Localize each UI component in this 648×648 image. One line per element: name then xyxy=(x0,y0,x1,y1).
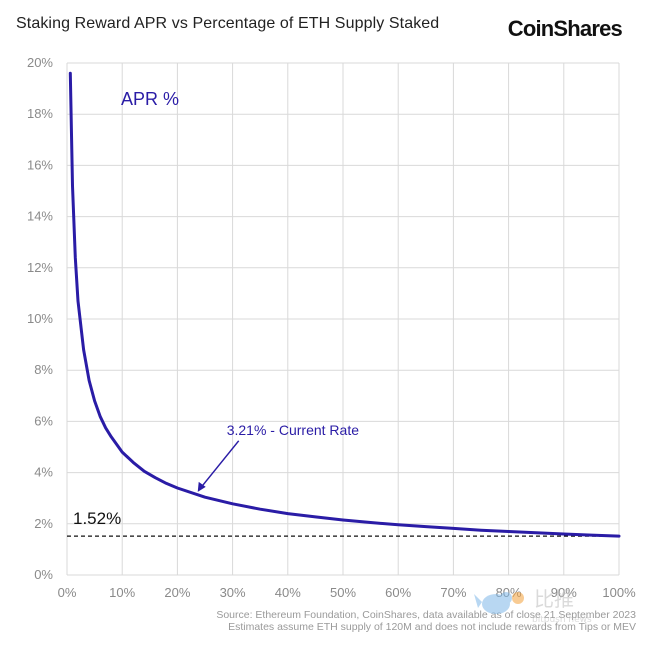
y-tick-label: 0% xyxy=(34,567,53,582)
x-tick-label: 100% xyxy=(602,585,636,600)
annotation-arrowhead xyxy=(197,481,206,492)
reference-line-label: 1.52% xyxy=(73,509,121,528)
y-tick-label: 2% xyxy=(34,516,53,531)
source-note: Source: Ethereum Foundation, CoinShares,… xyxy=(216,609,636,633)
source-line-2: Estimates assume ETH supply of 120M and … xyxy=(228,621,636,633)
x-tick-label: 30% xyxy=(220,585,246,600)
x-tick-label: 0% xyxy=(58,585,77,600)
annotation-current-rate: 3.21% - Current Rate xyxy=(227,422,359,438)
y-tick-label: 16% xyxy=(27,157,53,172)
y-tick-label: 10% xyxy=(27,311,53,326)
x-tick-label: 20% xyxy=(164,585,190,600)
series-line-apr xyxy=(68,71,621,538)
x-tick-label: 10% xyxy=(109,585,135,600)
y-tick-label: 4% xyxy=(34,465,53,480)
y-tick-label: 8% xyxy=(34,362,53,377)
legend-label-apr: APR % xyxy=(121,89,179,109)
y-tick-label: 20% xyxy=(27,55,53,70)
x-tick-label: 60% xyxy=(385,585,411,600)
bitpush-watermark: 比推 bitpush news xyxy=(474,587,592,625)
y-tick-label: 18% xyxy=(27,106,53,121)
watermark-subtext: bitpush news xyxy=(532,615,592,625)
coinshares-logo: CoinShares xyxy=(507,16,623,41)
x-tick-label: 40% xyxy=(275,585,301,600)
apr-line-chart: 0% 2% 4% 6% 8% 10% 12% 14% 16% 18% 20% 0% 10% 20% 30% 4… xyxy=(27,55,636,600)
annotation-arrow-line xyxy=(200,440,240,489)
chart-title: Staking Reward APR vs Percentage of ETH … xyxy=(16,15,440,32)
watermark-text: 比推 xyxy=(534,587,574,611)
chart-header: Staking Reward APR vs Percentage of ETH … xyxy=(0,0,648,52)
x-tick-label: 50% xyxy=(330,585,356,600)
source-line-1: Source: Ethereum Foundation, CoinShares,… xyxy=(216,609,636,621)
x-tick-label: 70% xyxy=(440,585,466,600)
y-tick-label: 14% xyxy=(27,209,53,224)
y-tick-label: 12% xyxy=(27,260,53,275)
y-tick-label: 6% xyxy=(34,413,53,428)
x-tick-label: 90% xyxy=(551,585,577,600)
bird-icon xyxy=(474,592,524,614)
